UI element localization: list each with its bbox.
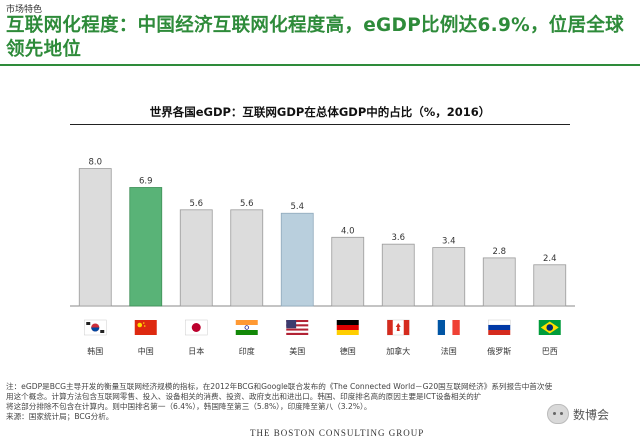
bar-chart: 8.0 韩国 6.9 中国 5.6 日本 5.6 印度 5.4 美国 4.0 德国 3.6 加拿大 3.4 法…: [70, 158, 575, 356]
headline-divider: [0, 64, 640, 66]
chart-title-divider: [70, 124, 570, 125]
russia-flag-icon: [488, 319, 511, 335]
section-tag: 市场特色: [6, 5, 43, 15]
chart-title: 世界各国eGDP：互联网GDP在总体GDP中的占比（%，2016）: [149, 105, 491, 119]
brazil-flag-icon: [538, 320, 561, 335]
usa-flag-icon: [286, 320, 309, 335]
canada-flag-icon: [387, 319, 410, 336]
footnote-line: 注：eGDP是BCG主导开发的衡量互联网经济规模的指标，在2012年BCG和Go…: [6, 382, 553, 391]
value-label: 3.6: [391, 233, 405, 243]
value-label: 8.0: [88, 158, 102, 168]
footnote-source: 来源：国家统计局；BCG分析。: [6, 412, 114, 421]
bar-0: [78, 168, 112, 307]
category-label: 德国: [340, 346, 356, 356]
category-label: 中国: [138, 346, 154, 356]
category-label: 韩国: [87, 346, 103, 356]
bar-3: [230, 209, 264, 307]
headline: 互联网化程度：中国经济互联网化程度高，eGDP比例达6.9%，位居全球领先地位: [6, 15, 624, 60]
bcg-logo: THE BOSTON CONSULTING GROUP: [250, 428, 425, 438]
value-label: 6.9: [139, 176, 153, 186]
value-label: 2.8: [492, 247, 506, 257]
china-flag-icon: [134, 320, 157, 335]
germany-flag-icon: [336, 320, 359, 335]
footnote: 注：eGDP是BCG主导开发的衡量互联网经济规模的指标，在2012年BCG和Go…: [6, 382, 606, 422]
bar-2: [179, 209, 213, 307]
value-label: 5.6: [240, 199, 254, 209]
bar-6: [381, 243, 415, 307]
category-label: 美国: [289, 346, 305, 356]
watermark-text: 数博会: [573, 407, 610, 422]
value-label: 2.4: [543, 254, 557, 264]
category-label: 印度: [239, 346, 255, 356]
value-label: 3.4: [442, 237, 456, 247]
bar-8: [482, 257, 516, 307]
bar-4: [280, 212, 314, 307]
korea-flag-icon: [84, 319, 107, 336]
value-label: 4.0: [341, 226, 355, 236]
bar-5: [331, 236, 365, 307]
category-label: 巴西: [542, 347, 558, 356]
category-label: 俄罗斯: [487, 346, 511, 356]
category-label: 加拿大: [386, 346, 410, 356]
france-flag-icon: [437, 320, 460, 335]
footnote-line: 用这个概念。计算方法包含互联网零售、投入、设备相关的消费、投资、政府支出和进出口…: [6, 392, 482, 401]
bar-9: [533, 264, 567, 307]
india-flag-icon: [235, 320, 258, 335]
value-label: 5.4: [290, 202, 304, 212]
watermark: 数博会: [547, 404, 609, 424]
japan-flag-icon: [185, 319, 208, 336]
bar-7: [432, 247, 466, 307]
category-label: 法国: [441, 346, 457, 356]
category-label: 日本: [188, 346, 204, 356]
bar-1: [129, 187, 163, 307]
footnote-line: 将这部分排除不包含在计算内。则中国排名第一（6.4%），韩国降至第三（5.8%）…: [6, 402, 372, 411]
value-label: 5.6: [189, 199, 203, 209]
wechat-icon: [547, 404, 569, 424]
